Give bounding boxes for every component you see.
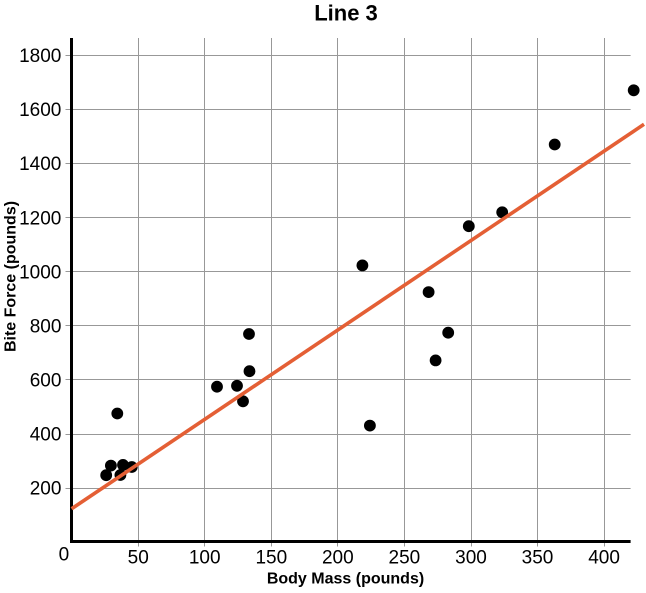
svg-text:1000: 1000 (19, 262, 61, 283)
svg-text:1200: 1200 (19, 208, 61, 229)
svg-text:1800: 1800 (19, 46, 61, 67)
svg-text:300: 300 (455, 548, 487, 569)
svg-text:600: 600 (30, 371, 62, 392)
svg-text:Line 3: Line 3 (314, 1, 378, 26)
svg-text:400: 400 (30, 425, 62, 446)
svg-text:1400: 1400 (19, 154, 61, 175)
svg-text:Bite Force (pounds): Bite Force (pounds) (2, 201, 19, 352)
svg-text:150: 150 (255, 548, 287, 569)
svg-text:Body Mass (pounds): Body Mass (pounds) (267, 570, 424, 587)
svg-text:100: 100 (189, 548, 221, 569)
svg-text:50: 50 (128, 548, 149, 569)
svg-text:1600: 1600 (19, 100, 61, 121)
svg-text:250: 250 (389, 548, 421, 569)
svg-text:0: 0 (59, 544, 70, 565)
svg-text:400: 400 (588, 548, 620, 569)
svg-text:200: 200 (322, 548, 354, 569)
svg-text:200: 200 (30, 479, 62, 500)
svg-text:800: 800 (30, 316, 62, 337)
svg-text:350: 350 (522, 548, 554, 569)
